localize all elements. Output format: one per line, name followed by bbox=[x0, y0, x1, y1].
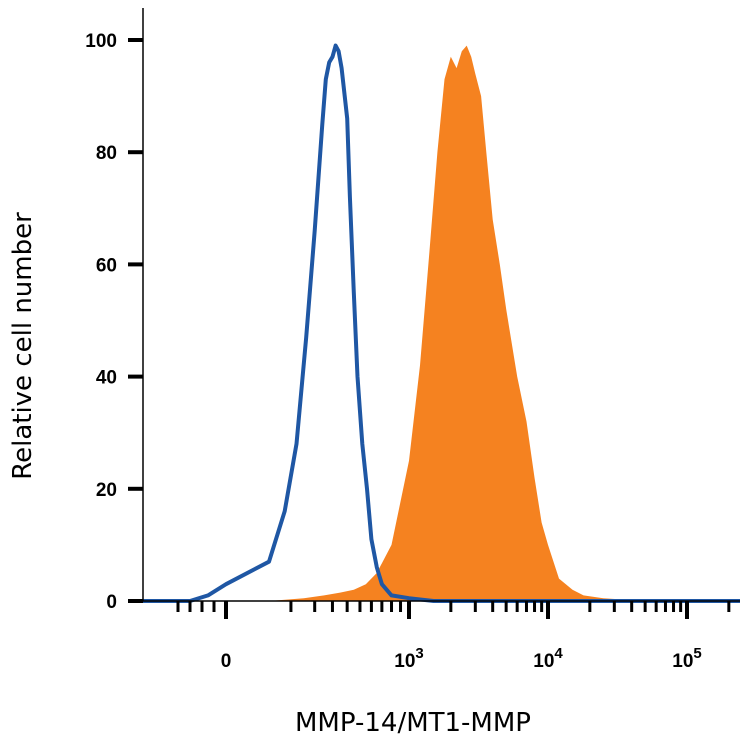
filled-histogram-series bbox=[269, 45, 646, 602]
axes bbox=[142, 8, 740, 602]
y-tick-label: 40 bbox=[96, 368, 117, 389]
y-tick-label: 0 bbox=[106, 592, 117, 613]
x-tick-label: 103 bbox=[394, 645, 423, 672]
x-axis-title: MMP-14/MT1-MMP bbox=[295, 708, 531, 738]
x-tick-label: 0 bbox=[221, 651, 232, 672]
y-axis-title: Relative cell number bbox=[8, 212, 38, 480]
y-tick-label: 80 bbox=[96, 143, 117, 164]
outline-series-layer bbox=[143, 43, 740, 603]
y-tick-label: 20 bbox=[96, 480, 117, 501]
y-tick-label: 60 bbox=[96, 255, 117, 276]
y-ticks: 0 20 40 60 80 100 bbox=[85, 31, 143, 613]
y-tick-label: 100 bbox=[85, 31, 117, 52]
x-tick-label: 104 bbox=[533, 645, 563, 672]
outline-histogram-series bbox=[143, 43, 740, 603]
x-minor-ticks bbox=[176, 601, 731, 612]
x-ticks: 0 103 104 105 bbox=[221, 601, 702, 672]
filled-series-layer bbox=[269, 45, 646, 602]
x-tick-label: 105 bbox=[672, 645, 701, 672]
